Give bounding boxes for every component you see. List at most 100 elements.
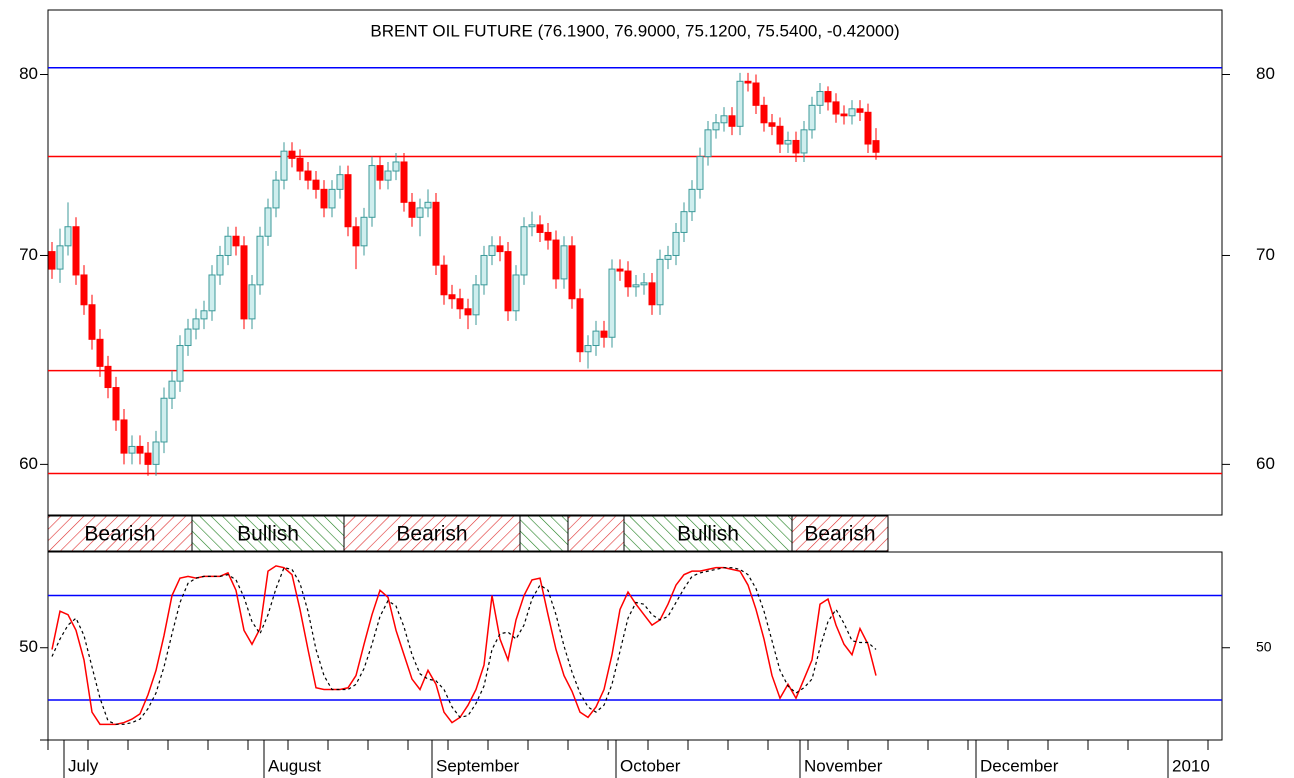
- candle-body: [392, 161, 400, 172]
- candle-body: [864, 111, 872, 145]
- candle-body: [848, 108, 856, 117]
- candle-body: [64, 226, 72, 247]
- candle-body: [696, 156, 704, 190]
- candle-body: [400, 161, 408, 203]
- candle-body: [584, 345, 592, 353]
- candle-body: [176, 345, 184, 382]
- candle-body: [312, 179, 320, 190]
- y-tick-label: 50: [19, 637, 38, 656]
- candle-body: [672, 231, 680, 256]
- candle-body: [416, 207, 424, 218]
- candle-body: [640, 282, 648, 286]
- candle-body: [576, 298, 584, 353]
- signal-band: [343, 515, 521, 552]
- candle-body: [560, 245, 568, 280]
- candle-body: [88, 304, 96, 340]
- candle-body: [768, 122, 776, 127]
- chart-title: BRENT OIL FUTURE (76.1900, 76.9000, 75.1…: [370, 21, 899, 40]
- signal-label: Bullish: [677, 523, 739, 546]
- candle-body: [256, 235, 264, 286]
- candle-body: [240, 245, 248, 320]
- candle-body: [872, 140, 880, 153]
- candle-body: [200, 310, 208, 320]
- x-tick-label: October: [620, 756, 681, 775]
- candle-body: [112, 387, 120, 421]
- x-tick-label: 2010: [1172, 756, 1210, 775]
- candle-body: [208, 274, 216, 312]
- candle-body: [248, 284, 256, 320]
- candle-body: [280, 150, 288, 181]
- stochastic-panel: [47, 551, 1223, 741]
- y-tick-label: 70: [19, 245, 38, 264]
- candle-body: [816, 91, 824, 106]
- candle-body: [528, 224, 536, 228]
- candle-body: [728, 115, 736, 127]
- y-tick-label: 50: [1256, 638, 1272, 654]
- candle-body: [776, 125, 784, 145]
- candle-body: [512, 274, 520, 312]
- candle-body: [408, 201, 416, 218]
- signal-label: Bearish: [84, 523, 155, 546]
- x-tick-label: September: [436, 756, 519, 775]
- candle-body: [832, 101, 840, 115]
- candle-body: [648, 282, 656, 306]
- candle-body: [800, 129, 808, 154]
- candle-body: [344, 174, 352, 228]
- candle-body: [784, 139, 792, 145]
- candle-body: [744, 80, 752, 84]
- candle-body: [608, 268, 616, 338]
- candle-body: [544, 231, 552, 241]
- candle-body: [840, 113, 848, 117]
- signal-band: [47, 515, 193, 552]
- candle-body: [624, 270, 632, 288]
- y-tick-label: 80: [1256, 64, 1275, 83]
- candle-body: [304, 170, 312, 181]
- candle-body: [720, 115, 728, 124]
- candle-body: [56, 245, 64, 270]
- candle-body: [136, 445, 144, 454]
- candle-body: [72, 226, 80, 276]
- candle-body: [808, 104, 816, 131]
- candle-body: [856, 108, 864, 113]
- stochastic-line: [51, 565, 877, 726]
- candle-body: [536, 224, 544, 233]
- candle-body: [480, 254, 488, 286]
- candle-body: [48, 251, 56, 270]
- candle-body: [568, 245, 576, 300]
- candle-body: [632, 284, 640, 288]
- candle-body: [456, 298, 464, 310]
- signal-band: [519, 515, 569, 552]
- y-tick-label: 60: [19, 454, 38, 473]
- stochastic-line: [51, 566, 877, 725]
- x-tick-label: December: [980, 756, 1059, 775]
- candle-body: [688, 188, 696, 213]
- candle-body: [216, 254, 224, 276]
- candle-body: [424, 201, 432, 209]
- candle-body: [448, 294, 456, 300]
- candle-body: [296, 157, 304, 172]
- candle-body: [616, 268, 624, 272]
- x-tick-label: July: [68, 756, 99, 775]
- candle-body: [504, 251, 512, 312]
- candle-body: [664, 254, 672, 260]
- candle-body: [144, 452, 152, 465]
- candle-body: [232, 235, 240, 247]
- candle-body: [464, 308, 472, 316]
- x-tick-label: August: [268, 756, 321, 775]
- candle-body: [120, 419, 128, 454]
- candle-body: [352, 226, 360, 247]
- candle-body: [128, 445, 136, 454]
- candle-body: [440, 264, 448, 296]
- candle-body: [592, 330, 600, 347]
- signal-label: Bearish: [396, 523, 467, 546]
- candle-body: [680, 211, 688, 233]
- candle-body: [224, 235, 232, 256]
- signal-band: [791, 515, 889, 552]
- candle-body: [488, 245, 496, 256]
- candle-body: [704, 129, 712, 158]
- x-tick-label: November: [804, 756, 883, 775]
- signal-band: [623, 515, 793, 552]
- candle-body: [432, 201, 440, 266]
- y-tick-label: 70: [1256, 245, 1275, 264]
